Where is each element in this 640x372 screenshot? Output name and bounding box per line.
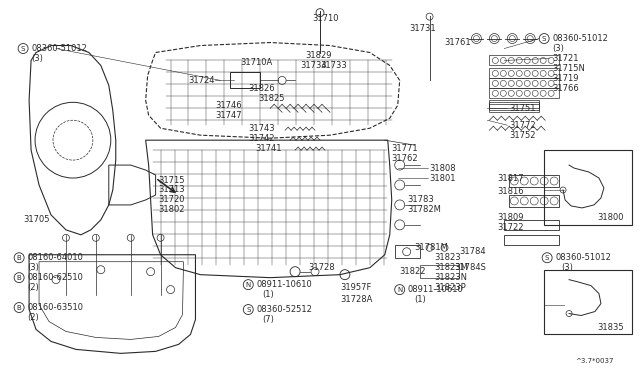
Text: 31747: 31747 bbox=[216, 111, 242, 120]
Text: 08360-52512: 08360-52512 bbox=[256, 305, 312, 314]
Text: (1): (1) bbox=[262, 290, 274, 299]
Text: 31822: 31822 bbox=[400, 267, 426, 276]
Text: 31802: 31802 bbox=[159, 205, 185, 214]
Text: 31801: 31801 bbox=[429, 173, 456, 183]
Text: B: B bbox=[17, 305, 22, 311]
Text: 31741: 31741 bbox=[255, 144, 282, 153]
Text: 31734: 31734 bbox=[300, 61, 326, 70]
Text: 31733: 31733 bbox=[320, 61, 347, 70]
Text: S: S bbox=[545, 255, 549, 261]
Text: B: B bbox=[17, 255, 22, 261]
Text: 31724: 31724 bbox=[189, 76, 215, 85]
Text: ^3.7*0037: ^3.7*0037 bbox=[575, 358, 614, 364]
Text: 31781M: 31781M bbox=[415, 243, 449, 252]
Text: 31823: 31823 bbox=[435, 253, 461, 262]
Text: 31783: 31783 bbox=[408, 195, 435, 205]
Text: 31825: 31825 bbox=[258, 94, 285, 103]
Text: (3): (3) bbox=[31, 54, 43, 63]
Text: 31715: 31715 bbox=[159, 176, 185, 185]
Text: 31710A: 31710A bbox=[240, 58, 273, 67]
Text: 08160-62510: 08160-62510 bbox=[27, 273, 83, 282]
Text: 08160-63510: 08160-63510 bbox=[27, 303, 83, 312]
Text: 31784S: 31784S bbox=[454, 263, 486, 272]
Text: (7): (7) bbox=[262, 315, 274, 324]
Text: 31746: 31746 bbox=[216, 101, 242, 110]
Text: B: B bbox=[17, 275, 22, 280]
Text: 31823P: 31823P bbox=[435, 283, 467, 292]
Text: 08360-51012: 08360-51012 bbox=[552, 34, 608, 43]
Text: N: N bbox=[397, 286, 403, 293]
Text: 31766: 31766 bbox=[552, 84, 579, 93]
Text: S: S bbox=[542, 36, 547, 42]
Text: 31816: 31816 bbox=[497, 187, 524, 196]
Text: 31829: 31829 bbox=[305, 51, 332, 60]
Text: (3): (3) bbox=[552, 44, 564, 53]
Text: (2): (2) bbox=[27, 283, 39, 292]
Bar bbox=[544, 270, 632, 334]
Text: 31728A: 31728A bbox=[340, 295, 372, 304]
Text: 31722: 31722 bbox=[497, 223, 524, 232]
Text: 31826: 31826 bbox=[248, 84, 275, 93]
Text: (3): (3) bbox=[27, 263, 39, 272]
Text: 08160-64010: 08160-64010 bbox=[27, 253, 83, 262]
Text: 31731: 31731 bbox=[410, 24, 436, 33]
Text: 31751: 31751 bbox=[509, 104, 536, 113]
Text: S: S bbox=[246, 307, 250, 312]
Text: 31823M: 31823M bbox=[435, 263, 468, 272]
Text: 31772: 31772 bbox=[509, 121, 536, 130]
Text: 31719: 31719 bbox=[552, 74, 579, 83]
Text: 08911-10610: 08911-10610 bbox=[408, 285, 463, 294]
Text: 31761: 31761 bbox=[445, 38, 471, 47]
Text: 31835: 31835 bbox=[597, 323, 623, 332]
Text: 31762: 31762 bbox=[392, 154, 419, 163]
Bar bbox=[544, 150, 632, 225]
Text: 08360-51012: 08360-51012 bbox=[31, 44, 87, 53]
Text: 08360-51012: 08360-51012 bbox=[555, 253, 611, 262]
Text: 31957F: 31957F bbox=[340, 283, 371, 292]
Text: 31823N: 31823N bbox=[435, 273, 468, 282]
Text: 31705: 31705 bbox=[23, 215, 50, 224]
Text: 31721: 31721 bbox=[552, 54, 579, 63]
Text: (2): (2) bbox=[27, 313, 39, 322]
Text: 31742: 31742 bbox=[248, 134, 275, 143]
Text: 31809: 31809 bbox=[497, 214, 524, 222]
Text: (1): (1) bbox=[415, 295, 426, 304]
Text: 31782M: 31782M bbox=[408, 205, 442, 214]
Text: 31743: 31743 bbox=[248, 124, 275, 133]
Text: 31817: 31817 bbox=[497, 173, 524, 183]
Text: 31713: 31713 bbox=[159, 186, 185, 195]
Text: 31771: 31771 bbox=[392, 144, 419, 153]
Text: 31720: 31720 bbox=[159, 195, 185, 205]
Text: (3): (3) bbox=[561, 263, 573, 272]
Text: 31784: 31784 bbox=[460, 247, 486, 256]
Text: N: N bbox=[246, 282, 251, 288]
Bar bbox=[230, 73, 260, 89]
Text: S: S bbox=[21, 45, 26, 51]
Text: 08911-10610: 08911-10610 bbox=[256, 280, 312, 289]
Text: 31710: 31710 bbox=[312, 14, 339, 23]
Text: 31728: 31728 bbox=[308, 263, 335, 272]
Text: 31800: 31800 bbox=[597, 214, 623, 222]
Text: 31752: 31752 bbox=[509, 131, 536, 140]
Text: 31715N: 31715N bbox=[552, 64, 585, 73]
Text: 31808: 31808 bbox=[429, 164, 456, 173]
